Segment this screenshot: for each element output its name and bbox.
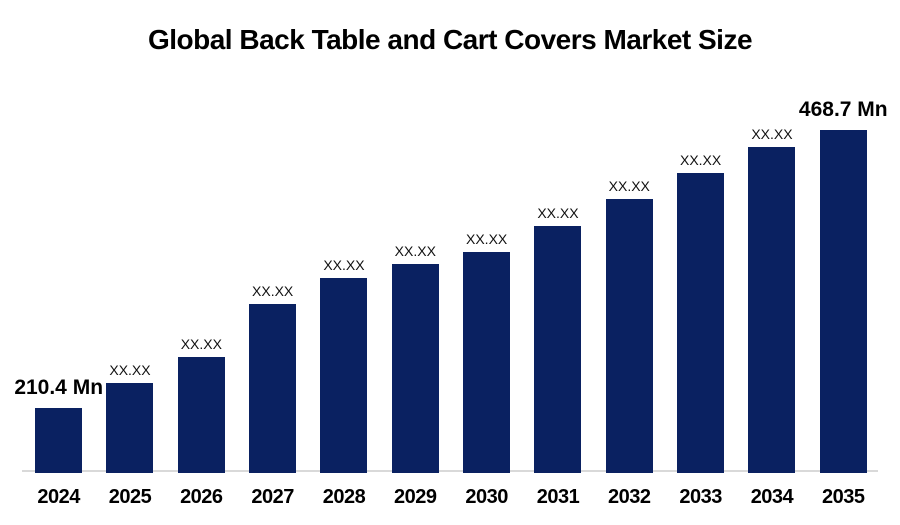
bar-value-label-2027: XX.XX — [252, 282, 294, 299]
bar-value-label-2031: XX.XX — [537, 204, 579, 221]
bar-2035 — [819, 130, 867, 473]
bar-value-label-2034: XX.XX — [751, 125, 793, 142]
x-axis-labels-row: 2024 2025 2026 2027 2028 2029 2030 2031 2032 2033… — [23, 486, 879, 509]
bar-2027 — [249, 304, 297, 473]
x-axis-label-2031: 2031 — [536, 486, 580, 508]
bar-2031 — [534, 226, 582, 473]
bar-column-2035: 468.7 Mn — [799, 98, 888, 473]
bar-2032 — [605, 199, 653, 473]
bar-2030 — [463, 252, 511, 473]
bar-column-2031: XX.XX — [522, 98, 593, 473]
bar-2029 — [391, 264, 439, 473]
x-axis-label-2033: 2033 — [679, 486, 722, 508]
bar-column-2033: XX.XX — [665, 98, 736, 473]
x-axis-label-2035: 2035 — [822, 486, 865, 508]
x-axis-label-2032: 2032 — [608, 486, 651, 508]
bar-value-label-2025: XX.XX — [109, 361, 151, 378]
chart-title: Global Back Table and Cart Covers Market… — [147, 24, 753, 55]
bar-column-2034: XX.XX — [736, 98, 807, 473]
bar-value-label-2035: 468.7 Mn — [798, 98, 888, 121]
bar-column-2028: XX.XX — [308, 98, 379, 473]
bar-column-2032: XX.XX — [594, 98, 665, 473]
x-axis-label-2024: 2024 — [37, 486, 80, 508]
bar-column-2024: 210.4 Mn — [14, 98, 103, 473]
x-axis-label-2025: 2025 — [108, 486, 152, 508]
x-axis-label-2027: 2027 — [251, 486, 294, 508]
bar-value-label-2032: XX.XX — [608, 177, 650, 194]
bar-column-2027: XX.XX — [237, 98, 308, 473]
bar-value-label-2030: XX.XX — [466, 230, 508, 247]
bar-chart-plot-area: 210.4 Mn XX.XX XX.XX XX.XX XX.XX XX.XX XX.XX XX… — [14, 98, 888, 473]
bar-column-2026: XX.XX — [166, 98, 237, 473]
bar-value-label-2029: XX.XX — [394, 242, 436, 259]
x-axis-label-2028: 2028 — [322, 486, 366, 508]
bar-value-label-2028: XX.XX — [323, 256, 365, 273]
x-axis-label-2034: 2034 — [750, 486, 794, 508]
x-axis-line — [22, 470, 878, 472]
bar-2034 — [748, 147, 796, 473]
x-axis-label-2029: 2029 — [394, 486, 437, 508]
bar-value-label-2033: XX.XX — [679, 151, 722, 168]
bar-2024 — [35, 408, 83, 473]
bar-2028 — [320, 278, 368, 473]
bar-value-label-2026: XX.XX — [180, 335, 222, 352]
bar-column-2030: XX.XX — [451, 98, 522, 473]
bar-column-2029: XX.XX — [380, 98, 451, 473]
bar-column-2025: XX.XX — [94, 98, 165, 473]
bar-2026 — [177, 357, 225, 473]
x-axis-label-2026: 2026 — [180, 486, 223, 508]
bar-2033 — [677, 173, 725, 473]
bar-value-label-2024: 210.4 Mn — [14, 375, 104, 399]
bar-2025 — [106, 383, 154, 473]
x-axis-label-2030: 2030 — [465, 486, 508, 508]
